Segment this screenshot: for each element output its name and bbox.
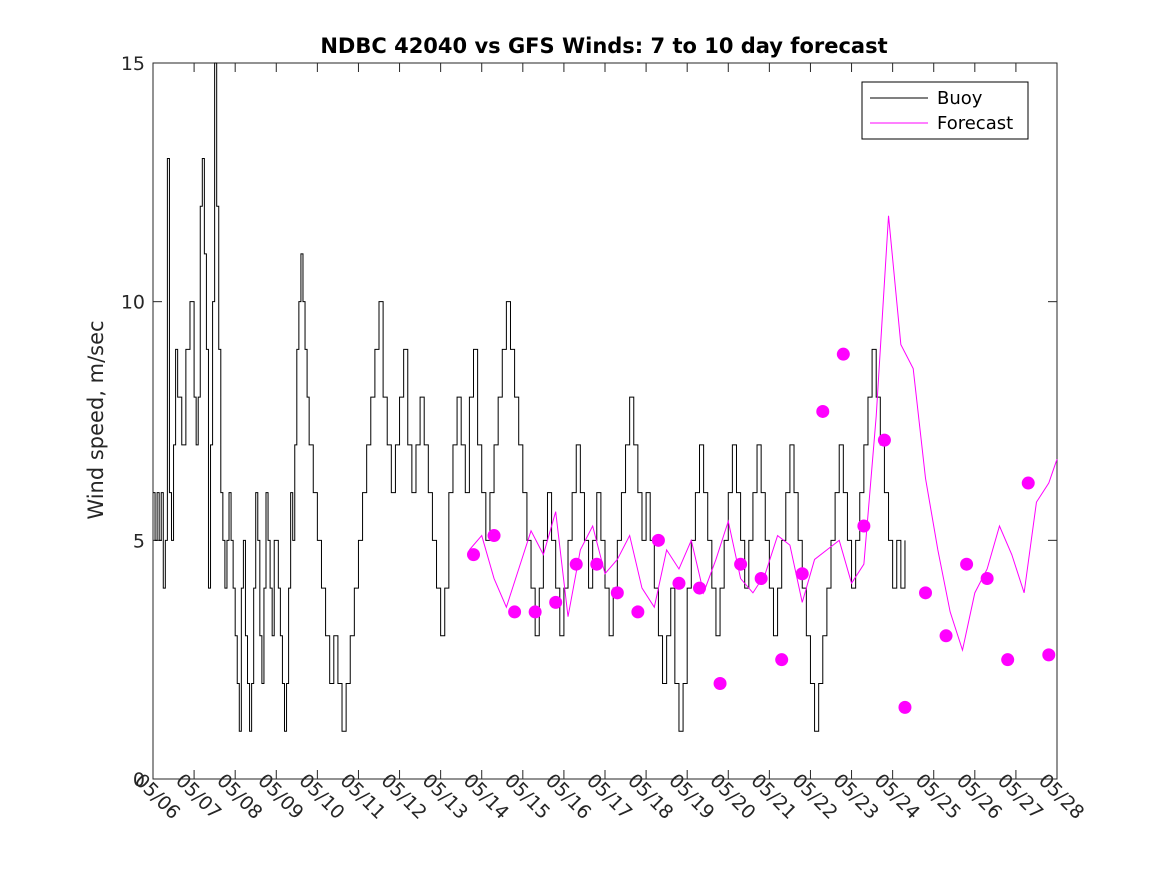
forecast-marker [549,595,563,609]
legend-box [861,81,1029,140]
y-tick-label: 10 [121,292,145,314]
forecast-marker [816,404,830,418]
forecast-marker [610,586,624,600]
y-tick-label: 0 [133,769,145,791]
forecast-marker [467,548,481,562]
forecast-marker [1021,476,1035,490]
forecast-marker [631,605,645,619]
forecast-marker [713,677,727,691]
forecast-marker [960,557,974,571]
forecast-marker [754,572,768,586]
forecast-marker [672,576,686,590]
forecast-marker [651,533,665,547]
forecast-marker [1042,648,1056,662]
legend-label-buoy: Buoy [937,88,983,109]
axes-box [152,62,1058,780]
forecast-marker [795,567,809,581]
legend: Buoy Forecast [861,81,1029,140]
chart-title: NDBC 42040 vs GFS Winds: 7 to 10 day for… [320,34,887,58]
forecast-marker [569,557,583,571]
legend-label-forecast: Forecast [937,113,1013,134]
y-tick-label: 15 [121,53,145,75]
y-tick-label: 5 [133,530,145,552]
forecast-marker [980,572,994,586]
forecast-marker [590,557,604,571]
plot-area: 05/0605/0705/0805/0905/1005/1105/1205/13… [121,53,1089,824]
forecast-marker [857,519,871,533]
forecast-marker [939,629,953,643]
forecast-marker [487,529,501,543]
forecast-marker [734,557,748,571]
x-tick-label: 05/28 [1034,770,1088,824]
forecast-marker [1001,653,1015,667]
forecast-marker [528,605,542,619]
forecast-marker [508,605,522,619]
forecast-marker [836,347,850,361]
forecast-marker [877,433,891,447]
y-axis-label: Wind speed, m/sec [84,320,108,519]
forecast-marker [775,653,789,667]
series-line-buoy [153,62,906,732]
forecast-marker [693,581,707,595]
forecast-marker [919,586,933,600]
forecast-marker [898,700,912,714]
